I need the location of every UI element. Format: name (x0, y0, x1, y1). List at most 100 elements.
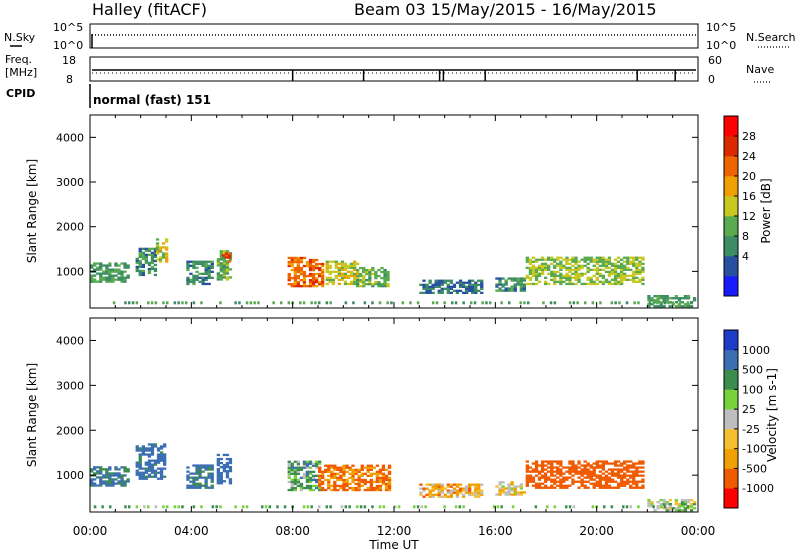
data-cell (513, 489, 517, 492)
data-cell (571, 482, 575, 485)
data-cell (383, 272, 387, 276)
data-cell (668, 499, 672, 502)
data-cell (325, 270, 329, 273)
data-cell (680, 509, 685, 512)
data-cell (311, 470, 316, 473)
data-cell (225, 278, 230, 281)
data-cell (216, 260, 220, 263)
data-cell (601, 262, 605, 265)
data-cell (683, 303, 688, 306)
data-cell (163, 445, 167, 448)
data-cell (635, 270, 639, 273)
data-cell (369, 486, 373, 490)
data-cell (339, 468, 343, 471)
data-cell (138, 457, 142, 460)
data-cell (368, 268, 372, 272)
nsearch-label: N.Search (746, 31, 796, 44)
data-cell (192, 276, 196, 279)
data-cell (195, 468, 199, 471)
data-cell (626, 274, 630, 277)
data-cell (224, 254, 229, 257)
data-cell (331, 282, 335, 286)
data-cell (219, 301, 222, 305)
data-cell (489, 301, 492, 305)
data-cell (371, 285, 375, 288)
data-cell (511, 505, 515, 509)
data-cell (204, 464, 208, 467)
data-cell (374, 272, 378, 276)
data-cell (99, 278, 103, 281)
data-cell (102, 476, 106, 479)
data-cell (586, 474, 590, 477)
data-cell (90, 266, 94, 269)
data-cell (108, 480, 112, 483)
data-cell (207, 270, 211, 273)
data-cell (144, 259, 148, 263)
data-cell (525, 482, 529, 485)
data-cell (245, 505, 249, 509)
data-cell (135, 505, 139, 509)
data-cell (623, 460, 627, 463)
data-cell (368, 274, 372, 278)
data-cell (580, 474, 584, 477)
data-cell (306, 505, 310, 509)
data-cell (641, 276, 645, 279)
data-cell (516, 277, 520, 280)
data-cell (652, 301, 655, 305)
data-cell (99, 466, 103, 469)
data-cell (138, 271, 142, 275)
data-cell (108, 280, 112, 283)
data-cell (221, 254, 225, 257)
data-cell (380, 266, 384, 270)
data-cell (449, 281, 453, 284)
data-cell (446, 495, 450, 498)
data-cell (574, 480, 578, 483)
data-cell (120, 280, 124, 283)
data-cell (458, 491, 463, 494)
data-cell (126, 470, 130, 473)
data-cell (201, 272, 205, 275)
data-cell (135, 447, 139, 450)
data-cell (665, 503, 669, 506)
x-axis-label: Time UT (368, 538, 419, 552)
data-cell (656, 501, 660, 504)
data-cell (562, 484, 566, 487)
data-cell (626, 478, 630, 481)
data-cell (571, 268, 575, 271)
data-cell (534, 266, 539, 269)
data-cell (626, 260, 630, 263)
data-cell (495, 285, 499, 288)
data-cell (498, 493, 502, 496)
data-cell (308, 258, 313, 262)
data-cell (598, 466, 602, 469)
data-cell (340, 274, 345, 277)
data-cell (195, 478, 199, 481)
data-cell (522, 287, 526, 290)
data-cell (296, 285, 300, 288)
data-cell (287, 466, 291, 469)
data-cell (559, 274, 563, 277)
data-cell (153, 469, 158, 472)
data-cell (501, 481, 505, 484)
data-cell (334, 270, 338, 273)
data-cell (308, 262, 313, 266)
data-cell (474, 487, 478, 490)
data-cell (272, 301, 275, 305)
data-cell (498, 277, 502, 280)
data-cell (375, 478, 380, 482)
data-cell (147, 271, 152, 275)
data-cell (474, 283, 478, 286)
y-tick-label: 1000 (56, 469, 84, 482)
data-cell (591, 505, 595, 509)
data-cell (652, 505, 655, 509)
data-cell (327, 468, 331, 471)
data-cell (147, 465, 152, 468)
data-cell (198, 272, 202, 275)
data-cell (531, 478, 536, 481)
freq-top-tick: 18 (62, 54, 76, 67)
data-cell (559, 460, 563, 463)
data-cell (222, 480, 226, 483)
data-cell (471, 483, 475, 486)
data-cell (425, 287, 429, 290)
data-cell (574, 470, 578, 473)
